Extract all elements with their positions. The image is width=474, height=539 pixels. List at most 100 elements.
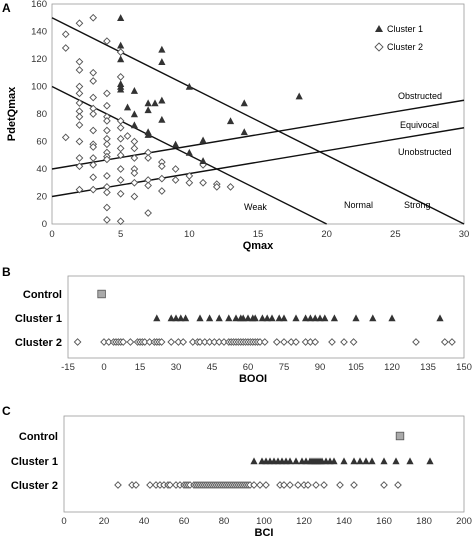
cluster1-point: [151, 99, 159, 107]
cluster2-point: [304, 481, 312, 489]
panel-c-x-axis-title: BCI: [255, 527, 274, 539]
cluster1-point: [280, 314, 288, 322]
panel-c-row-cluster1: Cluster 1: [11, 456, 58, 468]
cluster2-point: [158, 174, 166, 183]
cluster2-point: [292, 338, 300, 346]
legend-cluster1-marker: [375, 25, 383, 32]
cluster1-point: [406, 457, 414, 465]
cluster2-point: [75, 66, 84, 74]
cluster2-point: [158, 162, 166, 171]
panel-b-x-axis-title: BOOI: [239, 373, 267, 385]
cluster2-point: [256, 481, 264, 489]
x-tick-label: -15: [61, 362, 75, 373]
cluster2-point: [440, 338, 449, 346]
x-tick-label: 120: [384, 362, 400, 373]
cluster1-point: [144, 131, 152, 138]
panel-c-x-ticks: 0 20 40 60 80 100 120 140 160 180 200: [61, 516, 472, 527]
cluster2-point: [394, 481, 402, 489]
annotation-equivocal: Equivocal: [400, 120, 439, 130]
cluster2-point: [89, 126, 98, 135]
y-tick-label: 140: [31, 27, 47, 38]
cluster1-point: [340, 457, 348, 465]
cluster2-point: [144, 154, 152, 162]
annotation-obstructed: Obstructed: [398, 91, 442, 101]
cluster2-point: [320, 481, 328, 489]
cluster1-point: [263, 314, 271, 322]
cluster1-point: [275, 314, 283, 322]
cluster1-point: [206, 314, 214, 322]
cluster1-point: [240, 128, 248, 136]
cluster1-point: [117, 85, 125, 93]
x-tick-label: 10: [184, 229, 195, 240]
panel-a-x-axis-title: Qmax: [243, 240, 274, 252]
cluster2-point: [272, 338, 281, 346]
cluster1-point: [158, 58, 166, 65]
y-tick-label: 40: [36, 164, 47, 175]
panel-b-row-cluster2: Cluster 2: [15, 337, 62, 349]
x-tick-label: 40: [139, 516, 150, 527]
cluster2-point: [89, 77, 98, 85]
cluster2-point: [340, 338, 348, 346]
panel-a-letter: A: [2, 1, 11, 15]
annotation-strong: Strong: [404, 200, 431, 210]
panel-b-x-ticks: -15 0 15 30 45 60 75 90 105 120 135 150: [61, 362, 472, 373]
cluster1-point: [380, 457, 388, 465]
cluster1-point: [196, 314, 204, 322]
panel-a-y-axis-title: PdetQmax: [6, 86, 18, 141]
x-tick-label: 180: [416, 516, 432, 527]
cluster2-point: [119, 338, 128, 346]
cluster2-point: [130, 144, 139, 153]
cluster1-point: [292, 457, 300, 465]
cluster1-point: [311, 314, 319, 322]
cluster2-point: [130, 192, 139, 201]
cluster2-point: [103, 37, 111, 45]
cluster1-point: [130, 121, 138, 129]
cluster2-point: [103, 140, 111, 149]
x-tick-label: 120: [296, 516, 312, 527]
cluster2-point: [75, 99, 84, 107]
x-tick-label: 150: [456, 362, 472, 373]
y-tick-label: 160: [31, 0, 47, 10]
cluster1-point: [177, 314, 185, 322]
cluster2-point: [294, 481, 302, 489]
cluster2-point: [212, 183, 221, 191]
cluster2-point: [89, 173, 98, 182]
cluster1-point: [117, 14, 125, 21]
cluster2-point: [123, 132, 132, 140]
cluster2-point: [144, 209, 152, 217]
cluster2-point: [103, 188, 111, 197]
x-tick-label: 90: [315, 362, 326, 373]
cluster1-point: [295, 92, 303, 100]
annotation-normal: Normal: [344, 200, 373, 210]
cluster2-point: [166, 481, 174, 489]
x-tick-label: 0: [61, 516, 66, 527]
x-tick-label: 45: [207, 362, 218, 373]
cluster2-point: [349, 338, 358, 346]
cluster2-point: [226, 183, 235, 191]
cluster1-point: [182, 314, 190, 322]
cluster2-point: [61, 44, 70, 52]
cluster1-point: [352, 314, 360, 322]
cluster2-point: [328, 338, 336, 346]
y-tick-label: 80: [36, 109, 47, 120]
cluster2-point: [103, 172, 111, 180]
cluster2-point: [103, 216, 111, 224]
cluster2-point: [75, 57, 84, 66]
cluster1-point: [172, 140, 180, 148]
cluster2-point: [75, 137, 84, 146]
panel-c-row-control: Control: [19, 431, 58, 443]
cluster1-point: [362, 457, 370, 465]
cluster2-point: [158, 187, 166, 195]
cluster2-point: [103, 126, 111, 135]
cluster1-point: [232, 314, 240, 322]
cluster2-point: [448, 338, 456, 346]
x-tick-label: 135: [420, 362, 436, 373]
cluster2-point: [116, 48, 125, 56]
cluster2-point: [185, 178, 194, 187]
x-tick-label: 0: [101, 362, 106, 373]
x-tick-label: 20: [321, 229, 332, 240]
cluster1-point: [185, 82, 193, 90]
cluster2-point: [280, 338, 288, 346]
cluster2-point: [103, 117, 111, 125]
